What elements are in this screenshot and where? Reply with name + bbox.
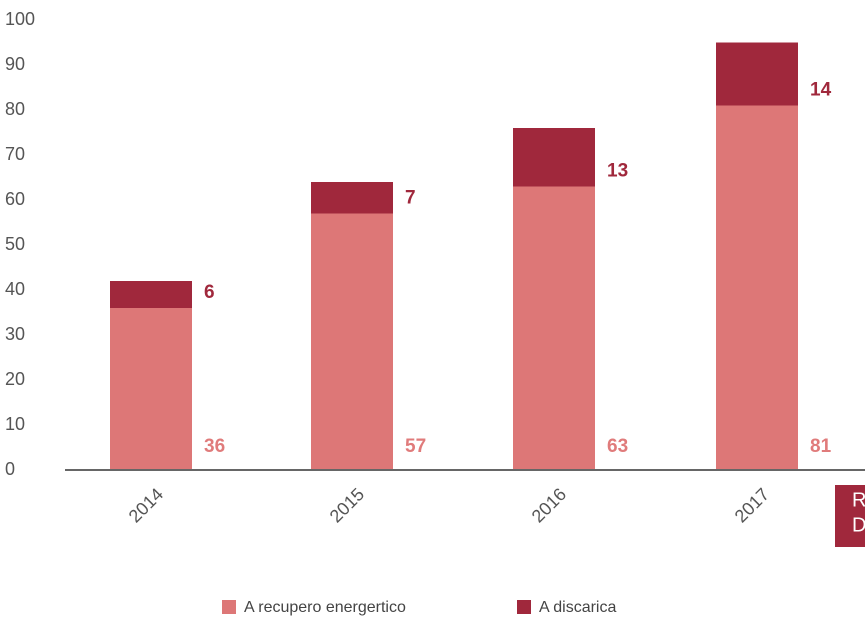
y-tick-label: 30 — [5, 324, 25, 344]
value-label: 14 — [810, 80, 832, 101]
value-label: 57 — [405, 436, 426, 457]
y-tick-label: 40 — [5, 279, 25, 299]
y-tick-label: 10 — [5, 414, 25, 434]
legend-swatch — [517, 600, 531, 614]
value-label: 13 — [607, 161, 628, 182]
y-tick-label: 80 — [5, 99, 25, 119]
cut-off-text: D — [852, 514, 865, 536]
y-tick-label: 60 — [5, 189, 25, 209]
y-tick-label: 100 — [5, 9, 35, 29]
x-tick-label: 2014 — [125, 484, 167, 526]
legend-label: A discarica — [539, 599, 616, 616]
legend-label: A recupero energertico — [244, 599, 406, 616]
cut-off-box — [835, 485, 865, 547]
y-tick-label: 20 — [5, 369, 25, 389]
bar-segment — [311, 213, 393, 470]
bar-segment — [513, 128, 595, 187]
legend-swatch — [222, 600, 236, 614]
bar-segment — [110, 308, 192, 470]
y-tick-label: 50 — [5, 234, 25, 254]
value-label: 7 — [405, 188, 416, 209]
y-tick-label: 0 — [5, 459, 15, 479]
bar-segment — [513, 186, 595, 470]
y-tick-label: 70 — [5, 144, 25, 164]
value-label: 81 — [810, 436, 832, 457]
value-label: 6 — [204, 282, 215, 303]
bar-segment — [311, 182, 393, 214]
x-tick-label: 2016 — [528, 484, 570, 526]
x-tick-label: 2017 — [731, 484, 773, 526]
bar-segment — [716, 105, 798, 470]
bar-segment — [716, 42, 798, 106]
bar-segment — [110, 281, 192, 308]
x-tick-label: 2015 — [326, 484, 368, 526]
value-label: 36 — [204, 436, 225, 457]
y-tick-label: 90 — [5, 54, 25, 74]
cut-off-text: R — [852, 489, 865, 511]
value-label: 63 — [607, 436, 628, 457]
